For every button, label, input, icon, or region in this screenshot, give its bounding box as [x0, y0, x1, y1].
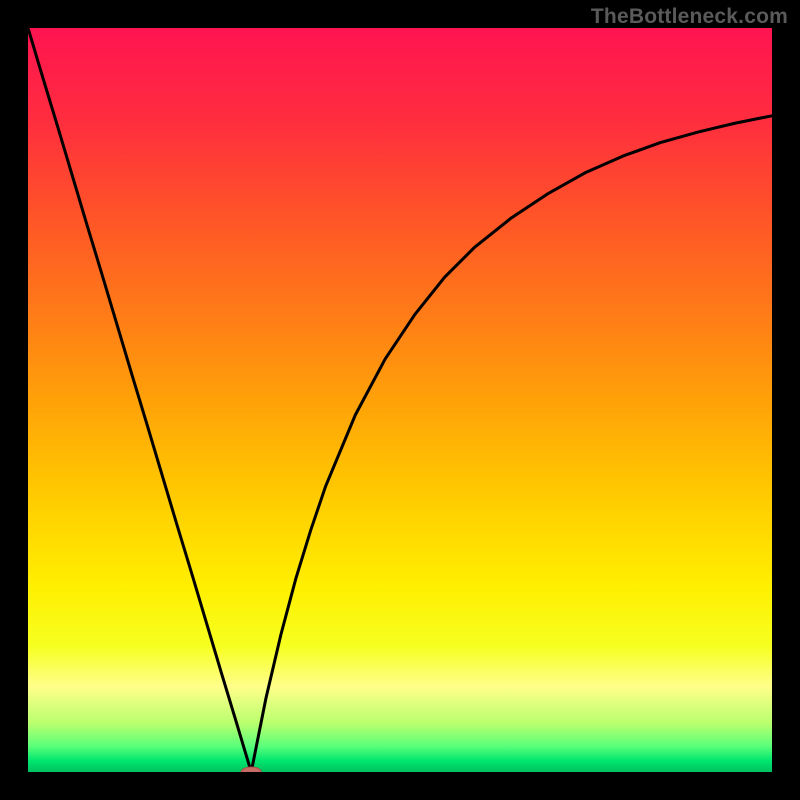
chart-frame: [0, 0, 28, 800]
watermark-label: TheBottleneck.com: [591, 5, 788, 29]
bottleneck-chart: [0, 0, 800, 800]
chart-frame: [772, 0, 800, 800]
chart-frame: [0, 772, 800, 800]
chart-container: TheBottleneck.com: [0, 0, 800, 800]
